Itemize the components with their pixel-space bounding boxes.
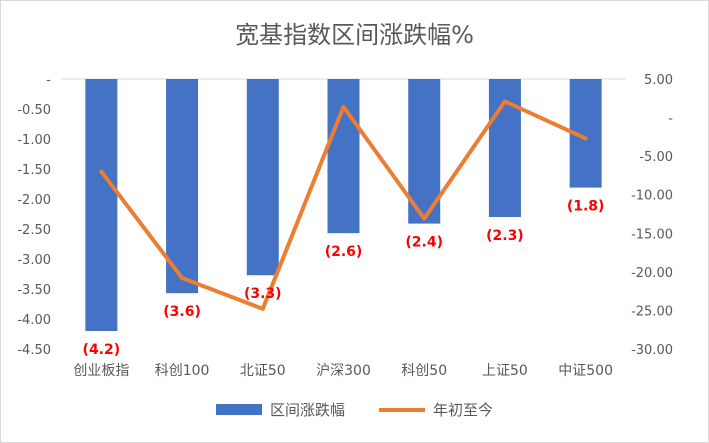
left-tick-label: -4.50 — [17, 343, 51, 358]
left-tick-label: - — [46, 73, 51, 88]
bar — [166, 79, 199, 294]
bar-data-label: (2.4) — [405, 235, 443, 251]
bar — [246, 79, 279, 276]
right-tick-label: -25.00 — [631, 304, 673, 319]
bar — [408, 79, 441, 224]
line-series — [99, 99, 588, 311]
category-label: 沪深300 — [316, 363, 371, 379]
left-tick-label: -3.50 — [17, 283, 51, 298]
left-tick-label: -2.50 — [17, 223, 51, 238]
category-label: 科创50 — [401, 363, 447, 379]
category-label: 北证50 — [240, 363, 286, 379]
left-tick-label: -1.00 — [17, 133, 51, 148]
category-label: 中证500 — [558, 363, 613, 379]
legend-swatch-line — [379, 407, 425, 412]
category-axis: 创业板指 科创100 北证50 沪深300 科创50 上证50 中证500 — [73, 363, 613, 379]
data-labels: (4.2) (3.6) (3.3) (2.6) (2.4) (2.3) (1.8) — [83, 199, 605, 358]
category-label: 上证50 — [482, 363, 528, 379]
left-tick-label: -0.50 — [17, 103, 51, 118]
left-axis: - -0.50 -1.00 -1.50 -2.00 -2.50 -3.00 -3.50 -4.0… — [17, 73, 51, 358]
left-tick-label: -1.50 — [17, 163, 51, 178]
bar-data-label: (1.8) — [567, 199, 605, 215]
right-tick-label: - — [668, 112, 673, 127]
legend: 区间涨跌幅 年初至今 — [1, 399, 708, 420]
right-tick-label: -10.00 — [631, 189, 673, 204]
bar-data-label: (3.3) — [244, 286, 282, 302]
bar — [85, 79, 118, 331]
bar-series — [85, 79, 602, 331]
legend-swatch-bar — [215, 404, 262, 415]
bar — [327, 79, 360, 234]
left-tick-label: -3.00 — [17, 253, 51, 268]
bar-data-label: (3.6) — [163, 304, 201, 320]
category-label: 创业板指 — [73, 363, 129, 379]
legend-label-line: 年初至今 — [433, 401, 494, 419]
chart-title: 宽基指数区间涨跌幅% — [235, 21, 474, 49]
right-tick-label: -15.00 — [631, 227, 673, 242]
bar-data-label: (4.2) — [83, 342, 121, 358]
right-tick-label: 5.00 — [644, 73, 673, 88]
right-tick-label: -20.00 — [631, 266, 673, 281]
category-label: 科创100 — [155, 363, 210, 379]
legend-item-bar: 区间涨跌幅 — [215, 399, 345, 420]
bar-data-label: (2.6) — [325, 244, 363, 260]
left-tick-label: -4.00 — [17, 313, 51, 328]
right-tick-label: -5.00 — [639, 150, 673, 165]
right-tick-label: -30.00 — [631, 343, 673, 358]
right-axis: 5.00 - -5.00 -10.00 -15.00 -20.00 -25.00 -30.00 — [631, 73, 673, 358]
legend-label-bar: 区间涨跌幅 — [269, 401, 345, 419]
bar-data-label: (2.3) — [486, 228, 524, 244]
left-tick-label: -2.00 — [17, 193, 51, 208]
legend-item-line: 年初至今 — [379, 399, 493, 420]
